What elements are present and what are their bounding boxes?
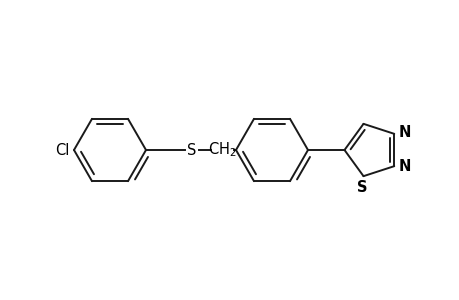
Text: N: N: [397, 159, 410, 174]
Text: Cl: Cl: [55, 142, 69, 158]
Text: N: N: [397, 125, 410, 140]
Text: CH$_2$: CH$_2$: [207, 141, 236, 159]
Text: S: S: [357, 180, 367, 195]
Text: S: S: [187, 142, 196, 158]
